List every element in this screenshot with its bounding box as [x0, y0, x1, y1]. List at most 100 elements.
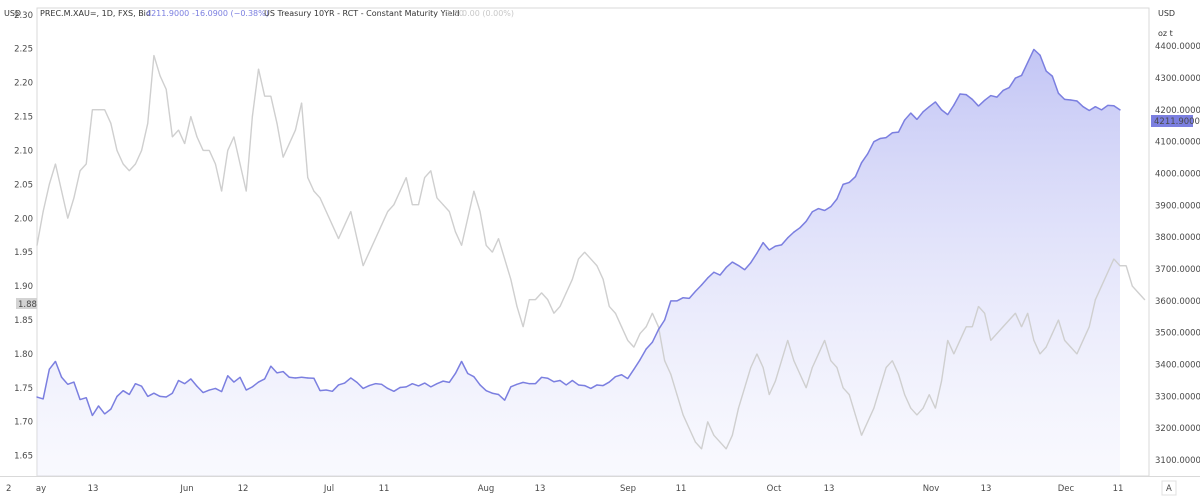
yield-point	[61, 190, 63, 192]
yield-line-segment	[380, 211, 389, 226]
yield-line-segment	[922, 394, 930, 409]
yield-point	[553, 312, 555, 314]
yield-line-segment	[971, 306, 980, 327]
gold-line-segment	[615, 374, 622, 378]
yield-point	[959, 339, 961, 341]
yield-line-segment	[79, 163, 87, 172]
yield-point	[867, 421, 869, 423]
gold-line-segment	[916, 111, 924, 120]
gold-line-segment	[934, 101, 943, 111]
yield-point	[737, 407, 740, 409]
yield-line-segment	[251, 68, 260, 117]
gold-line-segment	[553, 379, 561, 383]
yield-line-segment	[645, 312, 653, 328]
gold-point	[928, 105, 930, 108]
y-left-tick-label: 1.85	[14, 316, 33, 326]
yield-line-segment	[1070, 346, 1078, 355]
gold-point	[1020, 74, 1023, 77]
gold-line-segment	[215, 387, 222, 393]
yield-point	[245, 190, 247, 192]
yield-point	[528, 299, 530, 301]
gold-point	[663, 319, 666, 321]
yield-point	[436, 197, 438, 199]
x-tick-label: 11	[1113, 484, 1124, 494]
x-axis[interactable]: ay 13 Jun 12 Jul 11 Aug 13 Sep 11 Oct 13 Nov 13 Dec 11	[36, 484, 1124, 494]
gold-point	[1051, 75, 1054, 77]
gold-point	[196, 385, 198, 387]
gold-point	[1113, 105, 1115, 107]
yield-line-segment	[319, 197, 327, 212]
gold-point	[467, 372, 469, 375]
gold-point	[313, 377, 315, 379]
gold-point	[903, 119, 906, 121]
gold-point	[743, 268, 746, 271]
yield-line-segment	[1008, 312, 1016, 321]
yield-point	[331, 224, 333, 226]
yield-line-segment	[73, 170, 81, 199]
gold-line-segment	[97, 405, 106, 415]
yield-point	[1125, 265, 1127, 267]
yield-line-segment	[879, 367, 887, 389]
yield-line-segment	[830, 360, 838, 368]
gold-point	[897, 131, 900, 133]
yield-point	[1131, 285, 1133, 287]
auto-scale-button-bg[interactable]	[1161, 480, 1177, 496]
legend-yield-value: 1.80	[446, 9, 464, 18]
gold-point	[940, 109, 943, 111]
yield-line-segment	[774, 360, 783, 382]
gold-point	[971, 98, 974, 101]
yield-point	[473, 190, 475, 192]
yield-line-segment	[159, 75, 167, 90]
yield-line-segment	[670, 374, 678, 395]
gold-point	[159, 395, 161, 398]
yield-line-segment	[614, 312, 623, 328]
yield-line-segment	[220, 150, 229, 192]
auto-scale-button[interactable]: A	[1166, 484, 1172, 494]
yield-point	[128, 170, 130, 172]
yield-point	[540, 292, 543, 294]
yield-point	[1107, 271, 1109, 274]
y-axis-right[interactable]: 4400.0000 4300.0000 4200.0000 4100.0000 4000…	[1155, 42, 1200, 466]
gold-point	[110, 408, 112, 410]
gold-line-segment	[904, 112, 912, 121]
gold-line-segment	[1027, 49, 1035, 63]
gold-line-segment	[516, 381, 524, 386]
gold-point	[1002, 89, 1004, 92]
gold-line-segment	[375, 382, 382, 386]
yield-point	[547, 299, 549, 301]
gold-point	[36, 396, 38, 398]
yield-point	[799, 373, 801, 375]
yield-point	[85, 163, 87, 165]
y-axis-left[interactable]: 2.30 2.25 2.20 2.15 2.10 2.05 2.00 1.95 1.90 1.85…	[14, 11, 33, 462]
yield-point	[565, 292, 567, 294]
gold-line-segment	[36, 396, 44, 400]
yield-point	[356, 238, 358, 240]
yield-point	[177, 129, 180, 131]
x-tick-label: 13	[535, 484, 546, 494]
gold-point	[1045, 70, 1047, 72]
x-tick-label: Oct	[767, 484, 782, 494]
yield-line-segment	[848, 394, 857, 416]
gold-point	[910, 112, 912, 114]
yield-point	[719, 441, 721, 443]
legend-yield-name[interactable]: US Treasury 10YR - RCT - Constant Maturi…	[264, 9, 460, 18]
gold-point	[399, 386, 401, 389]
gold-line-segment	[79, 396, 87, 401]
yield-point	[731, 434, 733, 436]
yield-point	[620, 326, 623, 328]
gold-point	[565, 384, 567, 386]
gold-point	[516, 383, 518, 386]
yield-point	[633, 346, 635, 348]
gold-line-segment	[331, 384, 340, 392]
gold-point	[694, 290, 697, 293]
gold-line-segment	[503, 386, 512, 401]
yield-point	[1045, 346, 1047, 348]
x-tick-label: 13	[981, 484, 992, 494]
gold-point	[817, 207, 820, 210]
yield-line-segment	[940, 340, 949, 382]
x-tick-label: Sep	[620, 484, 636, 494]
gold-point	[54, 360, 57, 363]
legend-gold-name[interactable]: PREC.M.XAU=, 1D, FXS, Bid	[40, 9, 151, 18]
yield-line-segment	[934, 380, 943, 409]
